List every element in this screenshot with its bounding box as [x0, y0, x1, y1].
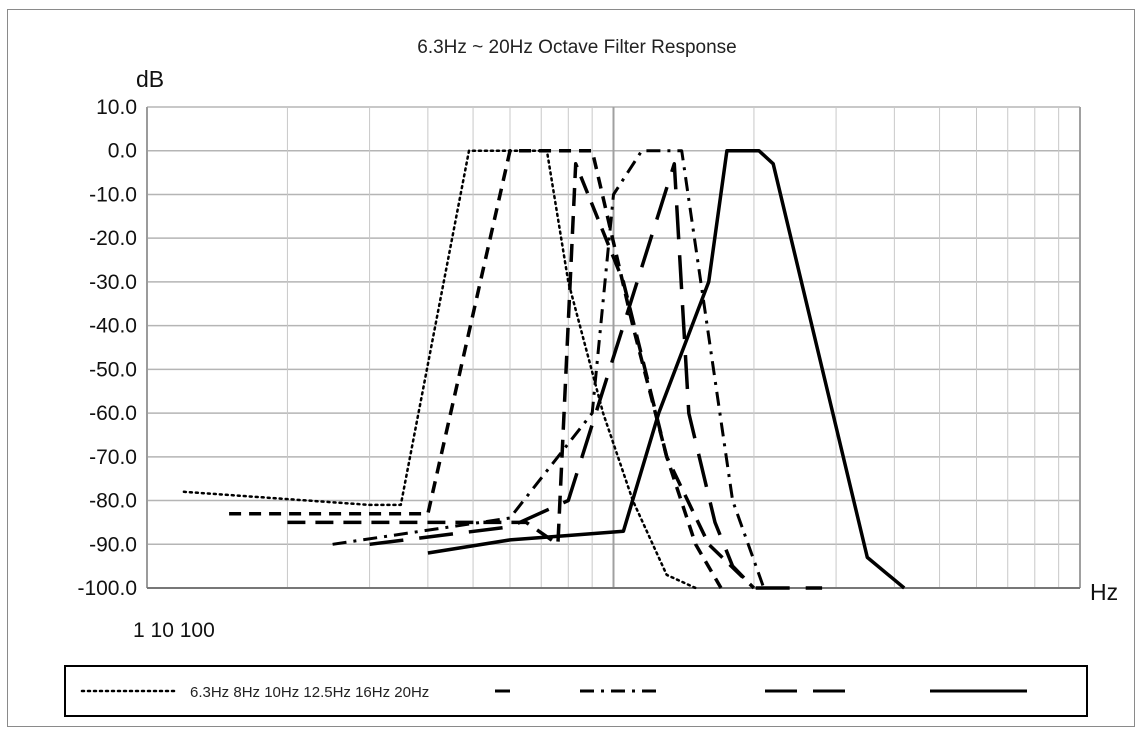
y-tick-labels: 10.0 0.0 -10.0 -20.0 -30.0 -40.0 -50.0 -60.0 -70…: [77, 96, 137, 600]
y-tick-label: -70.0: [89, 446, 137, 469]
legend-box: [64, 665, 1088, 717]
y-tick-label: 0.0: [108, 140, 137, 163]
series-line-10hz: [287, 162, 756, 590]
x-axis-label: Hz: [1090, 579, 1118, 605]
series-line-8hz: [229, 148, 723, 589]
series-line-12.5hz: [332, 149, 766, 589]
series-layer: [182, 148, 906, 590]
legend: 6.3Hz 8Hz 10Hz 12.5Hz 16Hz 20Hz: [80, 684, 1027, 701]
y-tick-label: 10.0: [96, 96, 137, 119]
grid: [146, 106, 1081, 589]
y-tick-label: -30.0: [89, 271, 137, 294]
series-line-16hz: [369, 162, 823, 590]
y-tick-label: -50.0: [89, 358, 137, 381]
series-line-20hz: [427, 148, 906, 590]
y-tick-label: -60.0: [89, 402, 137, 425]
legend-labels: 6.3Hz 8Hz 10Hz 12.5Hz 16Hz 20Hz: [190, 684, 429, 701]
y-tick-label: -10.0: [89, 183, 137, 206]
y-tick-label: -80.0: [89, 490, 137, 513]
y-tick-label: -100.0: [77, 577, 137, 600]
x-tick-labels: 1 10 100: [133, 619, 215, 642]
y-tick-label: -90.0: [89, 533, 137, 556]
chart-frame: [7, 9, 1135, 727]
chart-title: 6.3Hz ~ 20Hz Octave Filter Response: [417, 37, 736, 58]
series-line-6.3hz: [182, 149, 697, 590]
y-tick-label: -20.0: [89, 227, 137, 250]
y-tick-label: -40.0: [89, 315, 137, 338]
y-axis-label: dB: [136, 66, 164, 92]
